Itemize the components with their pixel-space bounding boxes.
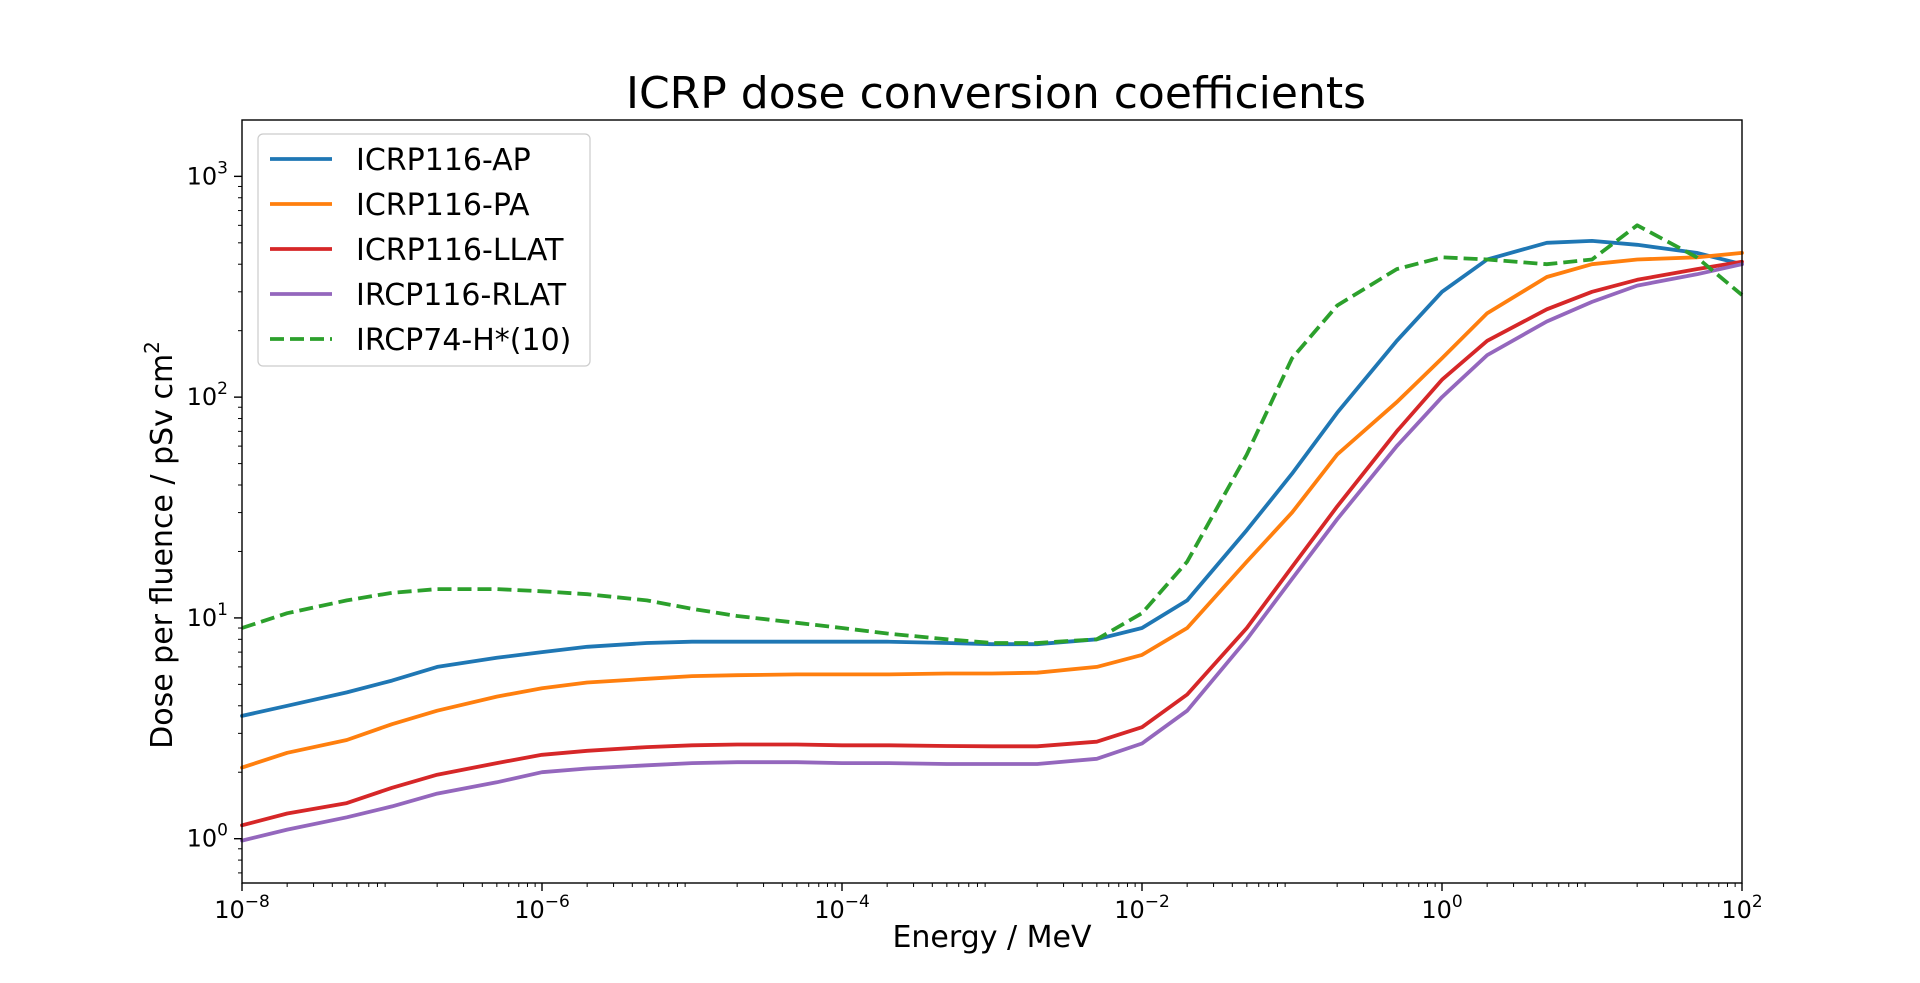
y-tick-label: 102 <box>187 379 228 411</box>
y-tick-exponent: 1 <box>217 600 228 620</box>
x-tick-label: 100 <box>1421 892 1462 924</box>
x-tick-base: 10 <box>1721 896 1752 924</box>
x-tick-label: 10−6 <box>514 892 570 924</box>
y-tick-exponent: 2 <box>217 379 228 399</box>
x-tick-base: 10 <box>1114 896 1145 924</box>
x-tick-exponent: −6 <box>545 892 570 912</box>
y-tick-base: 10 <box>187 825 218 853</box>
x-tick-label: 102 <box>1721 892 1762 924</box>
x-tick-base: 10 <box>1421 896 1452 924</box>
legend-label-icrp116-ap: ICRP116-AP <box>356 143 531 178</box>
y-axis-label: Dose per fluence / pSv cm2 <box>140 341 180 749</box>
series-layer <box>240 223 1744 843</box>
y-tick-label: 103 <box>187 158 228 190</box>
legend-label-ircp116-rlat: IRCP116-RLAT <box>356 278 567 313</box>
x-tick-base: 10 <box>814 896 845 924</box>
x-tick-exponent: 2 <box>1752 892 1763 912</box>
legend-label-icrp116-llat: ICRP116-LLAT <box>356 233 564 268</box>
y-tick-label: 101 <box>187 600 228 632</box>
chart-title: ICRP dose conversion coefficients <box>626 68 1366 119</box>
x-tick-exponent: −8 <box>245 892 270 912</box>
x-tick-label: 10−8 <box>214 892 270 924</box>
legend: ICRP116-AP ICRP116-PA ICRP116-LLAT IRCP116-… <box>257 133 591 367</box>
x-tick-base: 10 <box>514 896 545 924</box>
y-tick-label: 100 <box>187 821 228 853</box>
x-axis-label: Energy / MeV <box>892 920 1092 955</box>
x-tick-exponent: −2 <box>1145 892 1170 912</box>
series-line-icrp116-llat <box>240 259 1744 828</box>
x-tick-label: 10−4 <box>814 892 870 924</box>
series-line-ircp116-rlat <box>240 262 1744 843</box>
y-tick-base: 10 <box>187 604 218 632</box>
x-tick-label: 10−2 <box>1114 892 1170 924</box>
series-line-ircp74-h-10 <box>241 223 1744 645</box>
x-tick-base: 10 <box>214 896 245 924</box>
series-line-icrp116-pa <box>240 250 1744 770</box>
legend-label-icrp116-pa: ICRP116-PA <box>356 188 530 223</box>
legend-box <box>257 133 591 367</box>
x-tick-exponent: 0 <box>1452 892 1463 912</box>
y-tick-base: 10 <box>187 162 218 190</box>
legend-label-ircp74-h-10: IRCP74-H*(10) <box>356 323 571 358</box>
y-axis-label-text: Dose per fluence / pSv cm <box>145 354 180 749</box>
x-tick-exponent: −4 <box>845 892 870 912</box>
x-axis-ticks: 10−8 10−6 10−4 10−2 100 102 <box>214 883 1763 924</box>
y-axis-label-sup: 2 <box>140 341 164 354</box>
y-tick-base: 10 <box>187 383 218 411</box>
y-tick-exponent: 3 <box>217 158 228 178</box>
plot-frame <box>241 119 1743 884</box>
y-tick-exponent: 0 <box>217 821 228 841</box>
